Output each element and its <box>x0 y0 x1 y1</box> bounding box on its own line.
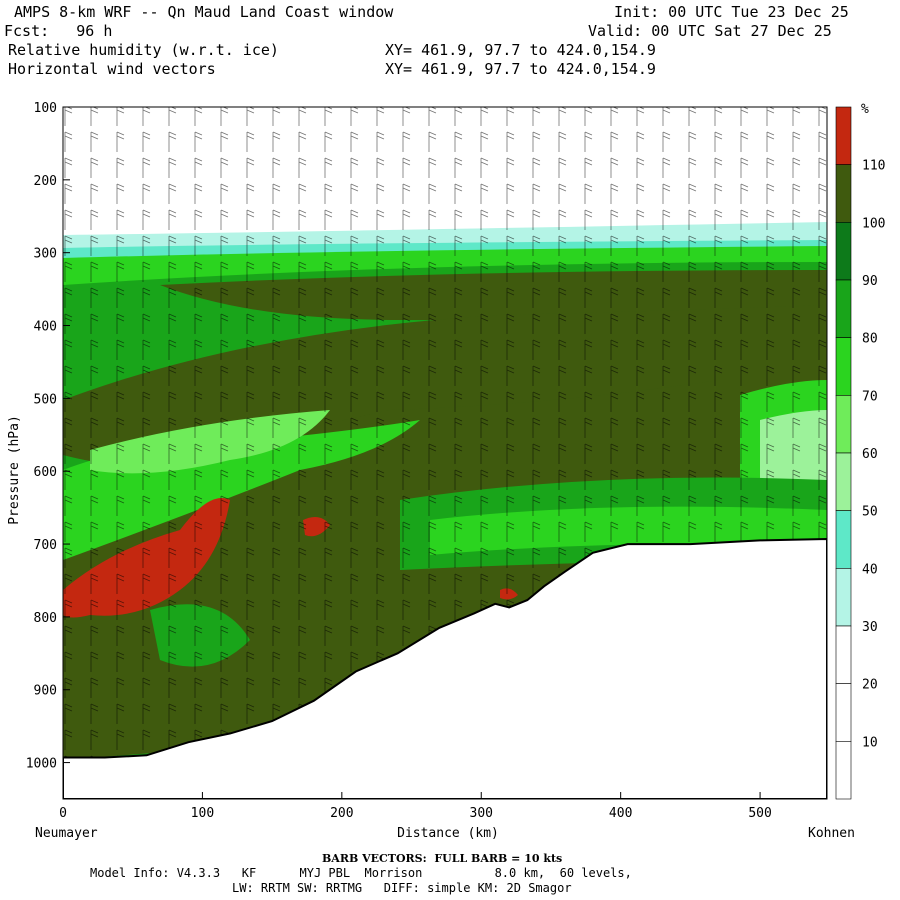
chart-title: AMPS 8-km WRF -- Qn Maud Land Coast wind… <box>14 3 394 21</box>
colorbar-swatch <box>835 279 852 338</box>
y-tick-label: 300 <box>34 247 57 262</box>
x-axis: 0 100 200 300 400 500 <box>59 792 772 821</box>
x-tick-label: 300 <box>470 806 493 821</box>
colorbar-swatch <box>835 568 852 627</box>
y-tick-label: 700 <box>34 538 57 553</box>
colorbar-swatch <box>835 337 852 396</box>
x-tick-label: 0 <box>59 806 67 821</box>
y-tick-label: 200 <box>34 174 57 189</box>
x-end-label: Kohnen <box>808 826 855 841</box>
colorbar-label: 100 <box>862 216 885 231</box>
colorbar: 110 100 90 80 70 60 50 40 30 20 10 <box>835 106 885 800</box>
y-tick-label: 400 <box>34 320 57 335</box>
xy-label-2: XY= 461.9, 97.7 to 424.0,154.9 <box>385 60 656 78</box>
field-label-rh: Relative humidity (w.r.t. ice) <box>8 41 279 59</box>
y-tick-label: 100 <box>34 101 57 116</box>
colorbar-swatch <box>835 395 852 454</box>
colorbar-label: 40 <box>862 562 878 577</box>
y-axis-title: Pressure (hPa) <box>7 415 22 525</box>
y-tick-label: 500 <box>34 392 57 407</box>
x-tick-label: 100 <box>191 806 214 821</box>
colorbar-label: 10 <box>862 735 878 750</box>
y-tick-label: 800 <box>34 611 57 626</box>
model-info-1: Model Info: V4.3.3 KF MYJ PBL Morrison 8… <box>90 866 632 880</box>
model-info-2: LW: RRTM SW: RRTMG DIFF: simple KM: 2D S… <box>232 881 572 895</box>
humidity-field <box>63 107 827 799</box>
y-tick-label: 600 <box>34 465 57 480</box>
x-start-label: Neumayer <box>35 826 98 841</box>
colorbar-label: 80 <box>862 332 878 347</box>
colorbar-label: 60 <box>862 447 878 462</box>
colorbar-swatch <box>835 741 852 800</box>
xy-label-1: XY= 461.9, 97.7 to 424.0,154.9 <box>385 41 656 59</box>
forecast-hour: Fcst: 96 h <box>4 22 113 40</box>
colorbar-swatch <box>835 106 852 165</box>
init-time: Init: 00 UTC Tue 23 Dec 25 <box>614 3 849 21</box>
y-axis: 100 200 300 400 500 600 700 800 900 1000 <box>26 101 70 772</box>
colorbar-swatch <box>835 625 852 684</box>
colorbar-label: 50 <box>862 505 878 520</box>
x-tick-label: 500 <box>748 806 771 821</box>
colorbar-swatch <box>835 452 852 511</box>
field-label-wind: Horizontal wind vectors <box>8 60 216 78</box>
colorbar-swatch <box>835 510 852 569</box>
colorbar-swatch <box>835 222 852 281</box>
terrain-mask <box>63 537 827 799</box>
colorbar-label: 20 <box>862 678 878 693</box>
barb-legend: BARB VECTORS: FULL BARB = 10 kts <box>322 852 563 865</box>
y-tick-label: 1000 <box>26 757 57 772</box>
x-tick-label: 200 <box>330 806 353 821</box>
x-tick-label: 400 <box>609 806 632 821</box>
plot-frame <box>62 106 828 800</box>
colorbar-swatch <box>835 683 852 742</box>
x-axis-title: Distance (km) <box>397 826 499 841</box>
colorbar-label: 110 <box>862 159 885 174</box>
valid-time: Valid: 00 UTC Sat 27 Dec 25 <box>588 22 832 40</box>
colorbar-label: 30 <box>862 620 878 635</box>
colorbar-unit: % <box>861 102 869 117</box>
colorbar-label: 90 <box>862 274 878 289</box>
y-tick-label: 900 <box>34 684 57 699</box>
colorbar-swatch <box>835 164 852 223</box>
colorbar-label: 70 <box>862 389 878 404</box>
